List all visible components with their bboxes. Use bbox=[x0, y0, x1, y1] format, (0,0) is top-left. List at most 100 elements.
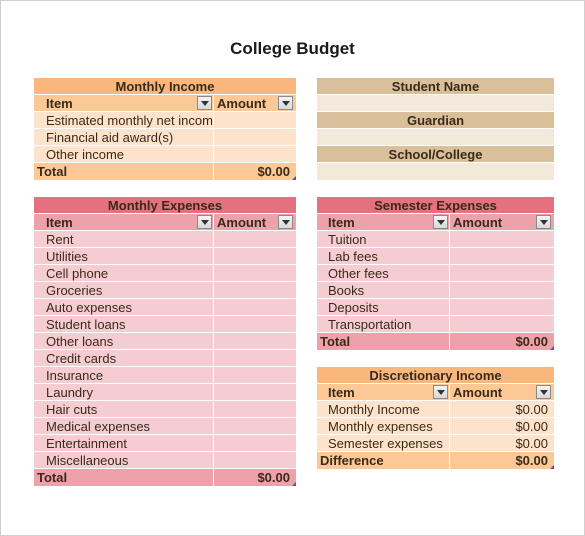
item-filter-dropdown-icon[interactable] bbox=[433, 385, 448, 399]
item-cell[interactable]: Miscellaneous bbox=[46, 452, 129, 468]
item-cell[interactable]: Monthly Income bbox=[328, 401, 420, 417]
item-cell[interactable]: Deposits bbox=[328, 299, 379, 315]
amount-cell[interactable] bbox=[449, 315, 554, 333]
table-row[interactable]: Semester expenses $0.00 bbox=[317, 434, 554, 452]
table-row[interactable]: Credit cards bbox=[34, 349, 296, 367]
item-cell[interactable]: Cell phone bbox=[46, 265, 109, 281]
amount-cell[interactable] bbox=[449, 247, 554, 265]
item-filter-dropdown-icon[interactable] bbox=[197, 215, 212, 229]
item-cell[interactable]: Insurance bbox=[46, 367, 104, 383]
amount-cell[interactable] bbox=[213, 417, 296, 435]
student-name-label: Student Name bbox=[317, 78, 554, 95]
item-cell[interactable]: Tuition bbox=[328, 231, 367, 247]
item-cell[interactable]: Monthly expenses bbox=[328, 418, 433, 434]
amount-cell[interactable] bbox=[213, 349, 296, 367]
school-college-label: School/College bbox=[317, 146, 554, 163]
difference-label: Difference bbox=[320, 453, 384, 468]
table-row[interactable]: Monthly Income $0.00 bbox=[317, 400, 554, 418]
amount-cell[interactable] bbox=[213, 298, 296, 316]
table-row[interactable]: Insurance bbox=[34, 366, 296, 384]
amount-cell[interactable]: $0.00 bbox=[449, 400, 554, 418]
item-cell[interactable]: Rent bbox=[46, 231, 74, 247]
semester-expenses-heading: Semester Expenses bbox=[317, 197, 554, 214]
table-row[interactable]: Groceries bbox=[34, 281, 296, 299]
table-row[interactable]: Deposits bbox=[317, 298, 554, 316]
table-row[interactable]: Financial aid award(s) bbox=[34, 128, 296, 146]
table-row[interactable]: Miscellaneous bbox=[34, 451, 296, 469]
table-row[interactable]: Medical expenses bbox=[34, 417, 296, 435]
item-filter-dropdown-icon[interactable] bbox=[197, 96, 212, 110]
amount-filter-dropdown-icon[interactable] bbox=[278, 215, 293, 229]
table-row[interactable]: Hair cuts bbox=[34, 400, 296, 418]
amount-cell[interactable] bbox=[213, 434, 296, 452]
total-value[interactable]: $0.00 bbox=[213, 163, 296, 180]
amount-cell[interactable] bbox=[213, 111, 296, 129]
guardian-field[interactable] bbox=[317, 129, 554, 146]
item-cell[interactable]: Laundry bbox=[46, 384, 93, 400]
item-cell[interactable]: Credit cards bbox=[46, 350, 117, 366]
table-row[interactable]: Monthly expenses $0.00 bbox=[317, 417, 554, 435]
amount-cell[interactable] bbox=[449, 264, 554, 282]
item-cell[interactable]: Other loans bbox=[46, 333, 114, 349]
item-cell[interactable]: Other fees bbox=[328, 265, 389, 281]
amount-cell[interactable] bbox=[449, 230, 554, 248]
table-row[interactable]: Other income bbox=[34, 145, 296, 163]
item-cell[interactable]: Utilities bbox=[46, 248, 88, 264]
difference-value[interactable]: $0.00 bbox=[449, 452, 554, 469]
amount-cell[interactable] bbox=[213, 366, 296, 384]
item-cell[interactable]: Other income bbox=[46, 146, 125, 162]
item-cell[interactable]: Estimated monthly net income bbox=[46, 112, 213, 128]
item-cell[interactable]: Lab fees bbox=[328, 248, 378, 264]
item-cell[interactable]: Hair cuts bbox=[46, 401, 98, 417]
table-row[interactable]: Estimated monthly net income bbox=[34, 111, 296, 129]
amount-cell[interactable] bbox=[213, 383, 296, 401]
item-cell[interactable]: Semester expenses bbox=[328, 435, 443, 451]
table-row[interactable]: Cell phone bbox=[34, 264, 296, 282]
amount-cell[interactable] bbox=[213, 332, 296, 350]
amount-filter-dropdown-icon[interactable] bbox=[278, 96, 293, 110]
item-cell[interactable]: Financial aid award(s) bbox=[46, 129, 174, 145]
amount-cell[interactable] bbox=[213, 451, 296, 469]
table-row[interactable]: Other loans bbox=[34, 332, 296, 350]
total-label: Total bbox=[37, 164, 68, 179]
table-row[interactable]: Lab fees bbox=[317, 247, 554, 265]
amount-cell[interactable] bbox=[213, 230, 296, 248]
amount-filter-dropdown-icon[interactable] bbox=[536, 385, 551, 399]
amount-cell[interactable] bbox=[213, 315, 296, 333]
table-row[interactable]: Books bbox=[317, 281, 554, 299]
table-row[interactable]: Utilities bbox=[34, 247, 296, 265]
table-row[interactable]: Tuition bbox=[317, 230, 554, 248]
guardian-label: Guardian bbox=[317, 112, 554, 129]
table-row[interactable]: Entertainment bbox=[34, 434, 296, 452]
amount-cell[interactable] bbox=[213, 264, 296, 282]
monthly-income-header-row: Item Amount bbox=[34, 94, 296, 112]
amount-cell[interactable] bbox=[449, 281, 554, 299]
amount-cell[interactable] bbox=[213, 128, 296, 146]
table-row[interactable]: Transportation bbox=[317, 315, 554, 333]
item-cell[interactable]: Auto expenses bbox=[46, 299, 133, 315]
amount-cell[interactable] bbox=[213, 400, 296, 418]
item-cell[interactable]: Medical expenses bbox=[46, 418, 151, 434]
table-row[interactable]: Rent bbox=[34, 230, 296, 248]
amount-cell[interactable] bbox=[213, 281, 296, 299]
total-value[interactable]: $0.00 bbox=[213, 469, 296, 486]
item-cell[interactable]: Student loans bbox=[46, 316, 126, 332]
table-row[interactable]: Student loans bbox=[34, 315, 296, 333]
table-row[interactable]: Auto expenses bbox=[34, 298, 296, 316]
item-filter-dropdown-icon[interactable] bbox=[433, 215, 448, 229]
table-row[interactable]: Other fees bbox=[317, 264, 554, 282]
total-value[interactable]: $0.00 bbox=[449, 333, 554, 350]
student-name-field[interactable] bbox=[317, 95, 554, 112]
school-college-field[interactable] bbox=[317, 163, 554, 180]
item-cell[interactable]: Entertainment bbox=[46, 435, 127, 451]
item-cell[interactable]: Books bbox=[328, 282, 365, 298]
amount-cell[interactable] bbox=[449, 298, 554, 316]
item-cell[interactable]: Transportation bbox=[328, 316, 412, 332]
amount-cell[interactable]: $0.00 bbox=[449, 417, 554, 435]
amount-filter-dropdown-icon[interactable] bbox=[536, 215, 551, 229]
amount-cell[interactable]: $0.00 bbox=[449, 434, 554, 452]
table-row[interactable]: Laundry bbox=[34, 383, 296, 401]
amount-cell[interactable] bbox=[213, 247, 296, 265]
amount-cell[interactable] bbox=[213, 145, 296, 163]
item-cell[interactable]: Groceries bbox=[46, 282, 103, 298]
